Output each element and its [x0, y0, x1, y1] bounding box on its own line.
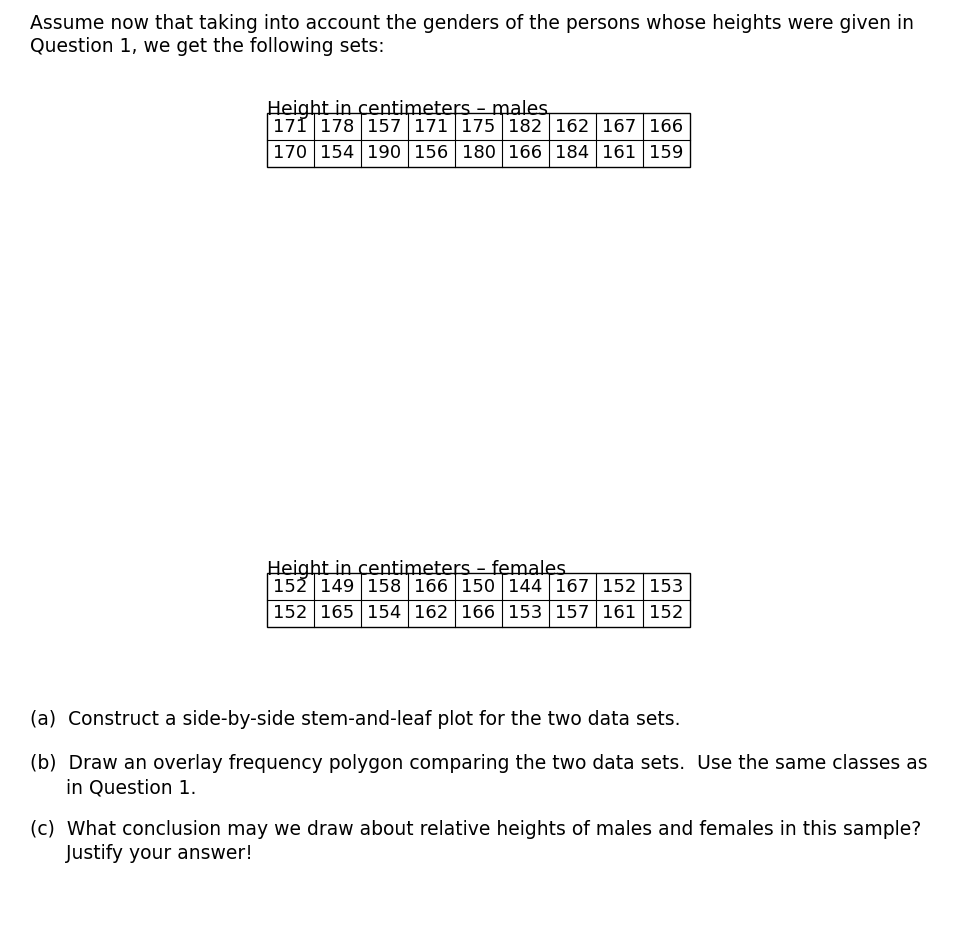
Text: 171: 171 [274, 118, 307, 136]
Text: 161: 161 [603, 605, 636, 623]
Text: Question 1, we get the following sets:: Question 1, we get the following sets: [30, 37, 385, 56]
Text: 149: 149 [321, 577, 354, 595]
Text: 167: 167 [556, 577, 589, 595]
Text: 175: 175 [462, 118, 495, 136]
Text: 159: 159 [649, 144, 684, 163]
Text: 180: 180 [462, 144, 495, 163]
Text: 152: 152 [274, 605, 308, 623]
Text: (c)  What conclusion may we draw about relative heights of males and females in : (c) What conclusion may we draw about re… [30, 820, 922, 839]
Text: 166: 166 [509, 144, 542, 163]
Text: Height in centimeters – females: Height in centimeters – females [267, 560, 566, 579]
Text: 144: 144 [508, 577, 542, 595]
Text: 182: 182 [509, 118, 542, 136]
Text: 171: 171 [415, 118, 448, 136]
Text: 158: 158 [368, 577, 401, 595]
Text: 150: 150 [462, 577, 495, 595]
Text: 166: 166 [415, 577, 448, 595]
Text: (a)  Construct a side-by-side stem-and-leaf plot for the two data sets.: (a) Construct a side-by-side stem-and-le… [30, 710, 681, 729]
Text: 162: 162 [415, 605, 448, 623]
Text: 184: 184 [556, 144, 589, 163]
Text: Assume now that taking into account the genders of the persons whose heights wer: Assume now that taking into account the … [30, 14, 914, 33]
Text: 190: 190 [368, 144, 401, 163]
Text: 161: 161 [603, 144, 636, 163]
Text: in Question 1.: in Question 1. [30, 778, 197, 797]
Bar [267, 113, 690, 167]
Text: 178: 178 [321, 118, 354, 136]
Text: (b)  Draw an overlay frequency polygon comparing the two data sets.  Use the sam: (b) Draw an overlay frequency polygon co… [30, 754, 927, 773]
Text: 167: 167 [602, 118, 636, 136]
Text: 157: 157 [368, 118, 401, 136]
Text: 153: 153 [649, 577, 684, 595]
Text: 157: 157 [555, 605, 589, 623]
Text: 152: 152 [649, 605, 684, 623]
Text: 162: 162 [556, 118, 589, 136]
Text: 153: 153 [508, 605, 542, 623]
Bar [267, 573, 690, 627]
Text: 154: 154 [368, 605, 401, 623]
Text: 152: 152 [274, 577, 308, 595]
Text: 156: 156 [415, 144, 448, 163]
Text: 152: 152 [602, 577, 636, 595]
Text: 166: 166 [462, 605, 495, 623]
Text: 165: 165 [321, 605, 354, 623]
Text: 166: 166 [649, 118, 684, 136]
Text: Height in centimeters – males: Height in centimeters – males [267, 100, 548, 119]
Text: Justify your answer!: Justify your answer! [30, 844, 252, 863]
Text: 154: 154 [321, 144, 354, 163]
Text: 170: 170 [274, 144, 307, 163]
